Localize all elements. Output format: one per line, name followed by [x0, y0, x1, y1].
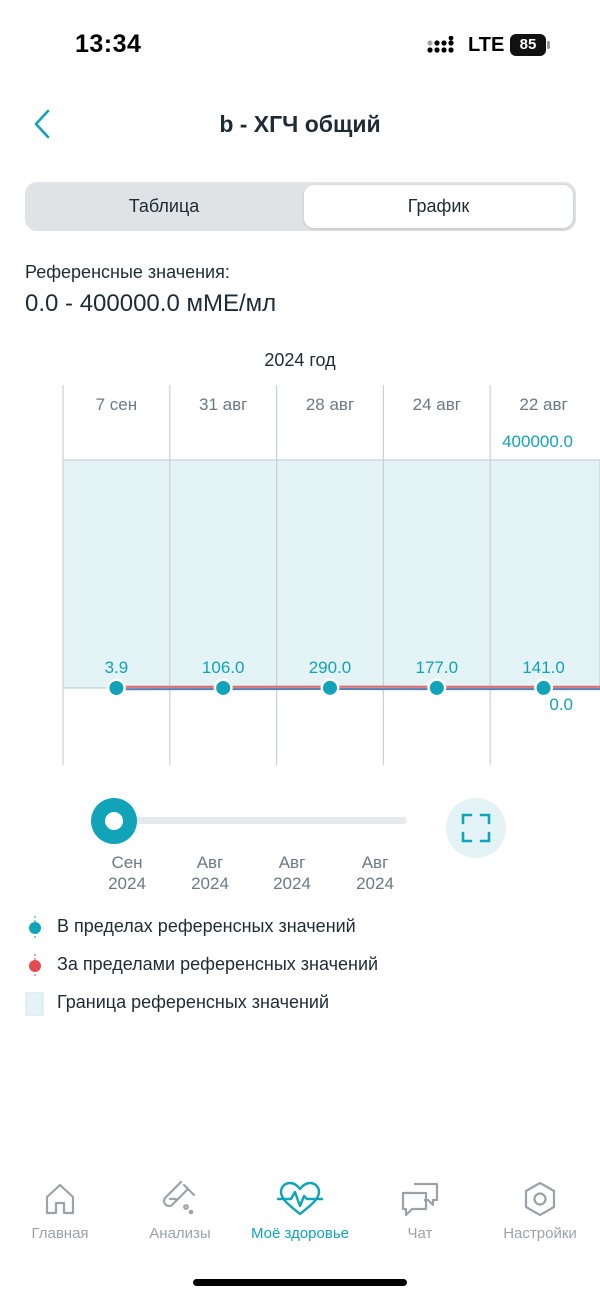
data-label: 106.0 [202, 658, 245, 677]
header: b - ХГЧ общий [0, 95, 600, 155]
x-tick-label: 31 авг [199, 395, 247, 414]
data-label: 3.9 [105, 658, 129, 677]
tab-table[interactable]: Таблица [128, 196, 200, 216]
slider-label-year: 2024 [273, 874, 311, 893]
bottom-tab-bar: Главная Анализы Моё здоровье Чат [0, 1175, 600, 1255]
status-time: 13:34 [75, 30, 142, 58]
results-chart[interactable]: 7 сен 31 авг 28 авг 24 авг 22 авг 400000.0 0.0… [0, 380, 600, 780]
tab-label: Главная [31, 1225, 89, 1242]
tab-my-health[interactable]: Моё здоровье [240, 1175, 360, 1250]
home-icon [45, 1183, 75, 1215]
data-point [536, 680, 551, 695]
slider-label-month: Авг [361, 853, 389, 872]
fullscreen-icon [461, 813, 491, 843]
tab-label: Анализы [149, 1225, 211, 1242]
tab-settings[interactable]: Настройки [480, 1175, 600, 1250]
chat-icon [401, 1182, 439, 1217]
legend-item-out-of-range: За пределами референсных значений [24, 950, 584, 988]
legend-label: В пределах референсных значений [57, 916, 356, 936]
slider-label-year: 2024 [191, 874, 229, 893]
battery-level: 85 [510, 34, 546, 56]
tab-label: Моё здоровье [251, 1225, 349, 1242]
page-title: b - ХГЧ общий [219, 111, 381, 137]
legend-label: За пределами референсных значений [57, 954, 379, 974]
slider-label-month: Сен [111, 853, 143, 872]
slider-label-year: 2024 [356, 874, 394, 893]
tab-chat[interactable]: Чат [360, 1175, 480, 1250]
tab-analyses[interactable]: Анализы [120, 1175, 240, 1250]
x-tick-label: 28 авг [306, 395, 354, 414]
slider-label-month: Авг [278, 853, 306, 872]
data-point [109, 680, 124, 695]
legend-item-in-range: В пределах референсных значений [24, 912, 584, 950]
x-tick-label: 24 авг [413, 395, 461, 414]
legend-label: Граница референсных значений [57, 992, 330, 1012]
home-indicator [193, 1279, 407, 1286]
reference-band [62, 459, 600, 689]
reference-band-icon [25, 992, 44, 1016]
chart-legend: В пределах референсных значений За преде… [24, 912, 584, 1026]
data-point [429, 680, 444, 695]
chevron-left-icon[interactable] [28, 107, 58, 141]
data-label: 141.0 [522, 658, 565, 677]
slider-label-1: Сен 2024 [92, 852, 162, 894]
tab-label: Настройки [503, 1225, 577, 1242]
reference-max-label: 400000.0 [502, 432, 573, 451]
data-label: 290.0 [309, 658, 352, 677]
settings-icon [524, 1181, 556, 1217]
in-range-dot-icon [29, 916, 41, 940]
reference-value: 0.0 - 400000.0 мМЕ/мл [25, 290, 277, 317]
view-switch: Таблица График [25, 182, 576, 231]
reference-label: Референсные значения: [25, 262, 230, 282]
fullscreen-button[interactable] [446, 798, 506, 858]
x-tick-label: 7 сен [96, 395, 138, 414]
tab-chart[interactable]: График [304, 185, 573, 228]
reference-min-label: 0.0 [549, 695, 573, 714]
battery-tip [547, 41, 550, 49]
slider-label-month: Авг [196, 853, 224, 872]
battery-icon: 85 [510, 34, 550, 56]
date-slider: Сен 2024 Авг 2024 Авг 2024 Авг 2024 [0, 790, 600, 900]
chart-year-label: 2024 год [264, 350, 336, 370]
slider-track[interactable] [115, 817, 407, 824]
test-tube-icon [162, 1181, 196, 1215]
slider-thumb[interactable] [91, 798, 137, 844]
tab-home[interactable]: Главная [0, 1175, 120, 1250]
out-of-range-dot-icon [29, 954, 41, 978]
legend-item-reference-band: Граница референсных значений [24, 988, 584, 1026]
slider-label-year: 2024 [108, 874, 146, 893]
data-point [216, 680, 231, 695]
network-type: LTE [468, 34, 505, 56]
heart-pulse-icon [277, 1181, 323, 1216]
status-bar: 13:34 LTE 85 [0, 0, 600, 90]
data-point [323, 680, 337, 695]
slider-label-4: Авг 2024 [340, 852, 410, 894]
slider-label-2: Авг 2024 [175, 852, 245, 894]
signal-icon [427, 36, 454, 53]
slider-label-3: Авг 2024 [257, 852, 327, 894]
data-label: 177.0 [416, 658, 459, 677]
tab-label: Чат [407, 1225, 433, 1242]
x-tick-label: 22 авг [519, 395, 567, 414]
